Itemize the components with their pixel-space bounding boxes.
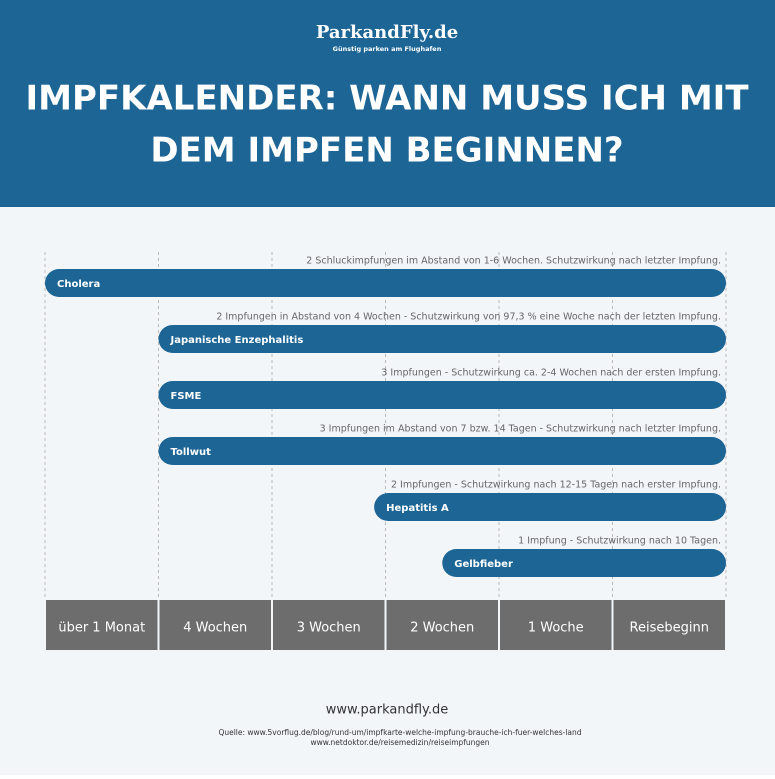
logo-tagline: Günstig parken am Flughafen [333, 45, 442, 53]
timeline-chart: über 1 Monat 4 Wochen 3 Wochen 2 Wochen 1 Wo… [44, 252, 727, 650]
column-box [46, 600, 158, 650]
bar-note: 2 Impfungen - Schutzwirkung nach 12-15 T… [391, 480, 721, 491]
bar-label: Gelbfieber [454, 559, 513, 570]
source: www.netdoktor.de/reisemedizin/reiseimpfu… [310, 738, 489, 747]
bar [374, 493, 726, 521]
column-label: Reisebeginn [630, 621, 709, 636]
bar-note: 1 Impfung - Schutzwirkung nach 10 Tagen. [518, 536, 721, 547]
column-label: 4 Wochen [183, 621, 247, 636]
bar-label: Japanische Enzephalitis [170, 335, 304, 346]
source: Quelle: www.5vorflug.de/blog/rund-um/imp… [218, 728, 581, 737]
bar-label: Tollwut [171, 447, 212, 458]
column-label: 3 Wochen [297, 621, 361, 636]
bar [45, 269, 726, 297]
column-box [386, 600, 498, 650]
bar [158, 325, 726, 353]
website: www.parkandfly.de [326, 703, 449, 718]
bar [158, 437, 726, 465]
header-band [0, 0, 775, 207]
column-label: 1 Woche [528, 621, 584, 636]
title-line: IMPFKALENDER: WANN MUSS ICH MIT [25, 79, 749, 119]
bar-note: 2 Impfungen in Abstand von 4 Wochen - Sc… [216, 312, 721, 323]
column-box [273, 600, 385, 650]
title-line: DEM IMPFEN BEGINNEN? [150, 131, 623, 171]
column-box [159, 600, 271, 650]
column-label: über 1 Monat [58, 621, 145, 636]
bar-label: Cholera [57, 279, 100, 290]
column-box [500, 600, 612, 650]
bar-note: 2 Schluckimpfungen im Abstand von 1-6 Wo… [306, 256, 721, 267]
bar [442, 549, 726, 577]
bar-note: 3 Impfungen - Schutzwirkung ca. 2-4 Woch… [381, 368, 721, 379]
bar-label: FSME [171, 391, 202, 402]
bar [158, 381, 726, 409]
logo: ParkandFly.de [316, 22, 458, 43]
column-box [613, 600, 725, 650]
column-label: 2 Wochen [410, 621, 474, 636]
bar-label: Hepatitis A [386, 503, 449, 514]
bar-note: 3 Impfungen im Abstand von 7 bzw. 14 Tag… [320, 424, 721, 435]
